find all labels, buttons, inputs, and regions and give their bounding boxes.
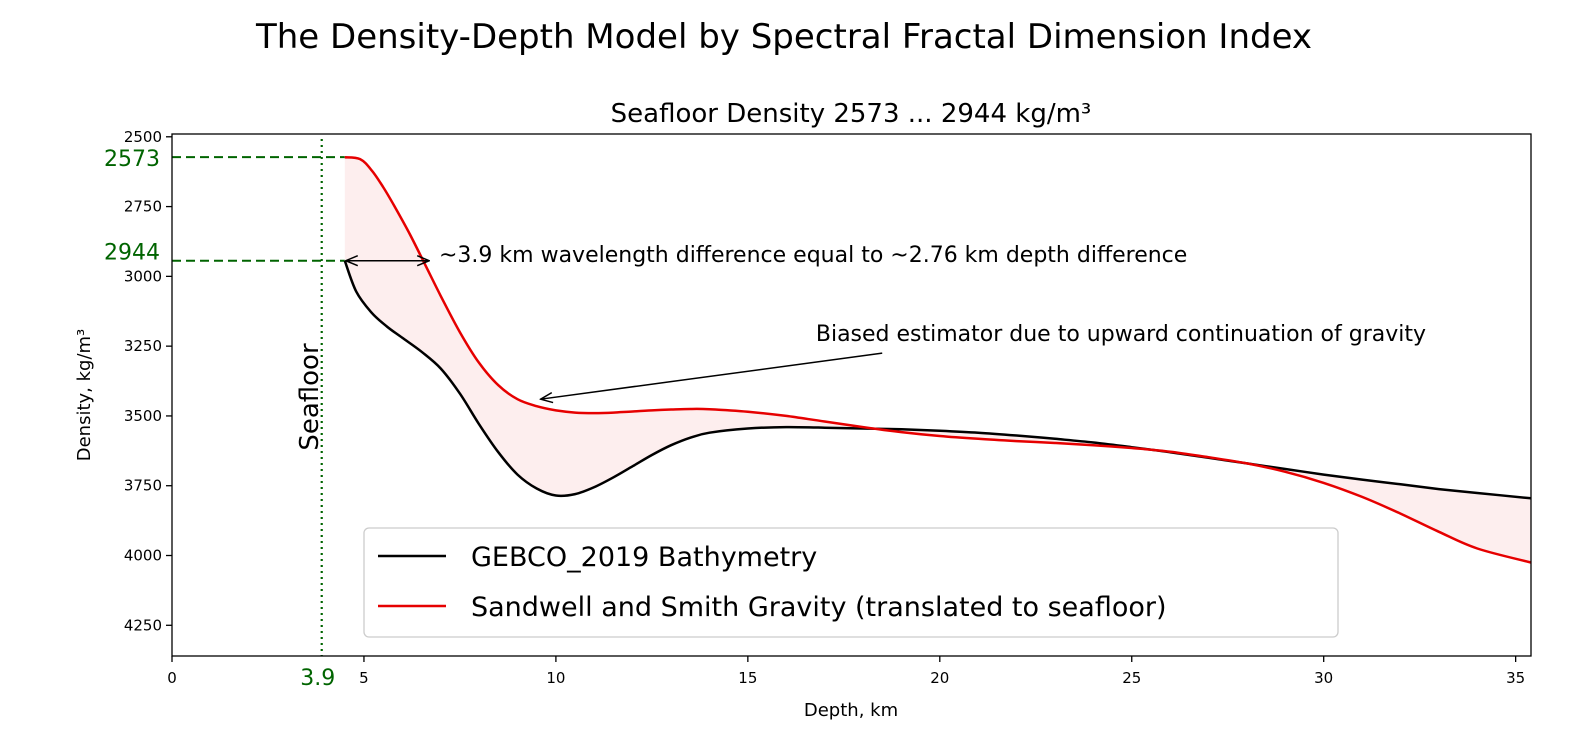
wavelength-annotation: ~3.9 km wavelength difference equal to ~…	[346, 243, 1187, 268]
x-axis-ticks: 0 5 10 15 20 25 30 35	[167, 656, 1525, 687]
y-tick-label: 3250	[124, 337, 162, 355]
plot-area: 2573 2944 3.9 0 5 10 15 20 25 30 35 2500 2750 3000 3…	[104, 128, 1532, 691]
sandwell-smith-gravity-line	[344, 155, 1532, 564]
x-tick-label: 20	[930, 669, 949, 687]
seafloor-label: Seafloor	[295, 343, 325, 451]
y-tick-label: 4000	[124, 547, 162, 565]
x-tick-label: 25	[1122, 669, 1141, 687]
legend: GEBCO_2019 Bathymetry Sandwell and Smith…	[363, 527, 1339, 638]
y-tick-label: 2750	[124, 198, 162, 216]
difference-fill	[344, 157, 1531, 563]
plot-title: Seafloor Density 2573 ... 2944 kg/m³	[611, 99, 1092, 129]
x-tick-label: 0	[167, 669, 177, 687]
y-tick-label: 2500	[124, 128, 162, 146]
figure-title: The Density-Depth Model by Spectral Frac…	[255, 17, 1312, 57]
biased-estimator-arrow	[541, 352, 883, 399]
y-tick-label: 3500	[124, 407, 162, 425]
reference-lines: 2573 2944 3.9	[104, 139, 345, 691]
plot-frame	[171, 133, 1532, 657]
x-tick-label: 5	[359, 669, 369, 687]
biased-estimator-annotation: Biased estimator due to upward continuat…	[541, 322, 1426, 399]
x-tick-label: 30	[1314, 669, 1333, 687]
x-tick-label: 10	[546, 669, 565, 687]
biased-estimator-text: Biased estimator due to upward continuat…	[816, 322, 1426, 347]
legend-label-gebco: GEBCO_2019 Bathymetry	[471, 542, 817, 573]
density-reference-label-2573: 2573	[104, 147, 160, 172]
y-tick-label: 3000	[124, 267, 162, 285]
legend-label-sandwell: Sandwell and Smith Gravity (translated t…	[471, 592, 1167, 623]
y-tick-label: 3750	[124, 477, 162, 495]
wavelength-annotation-text: ~3.9 km wavelength difference equal to ~…	[439, 243, 1187, 268]
x-tick-label: 15	[738, 669, 757, 687]
y-axis-ticks: 2500 2750 3000 3250 3500 3750 4000 4250	[124, 128, 172, 634]
x-axis-label: Depth, km	[804, 700, 898, 721]
y-tick-label: 4250	[124, 616, 162, 634]
legend-box	[363, 527, 1339, 638]
x-tick-label: 35	[1506, 669, 1525, 687]
density-reference-label-2944: 2944	[104, 241, 160, 266]
seafloor-depth-label: 3.9	[300, 666, 335, 691]
y-axis-label: Density, kg/m³	[74, 329, 95, 462]
